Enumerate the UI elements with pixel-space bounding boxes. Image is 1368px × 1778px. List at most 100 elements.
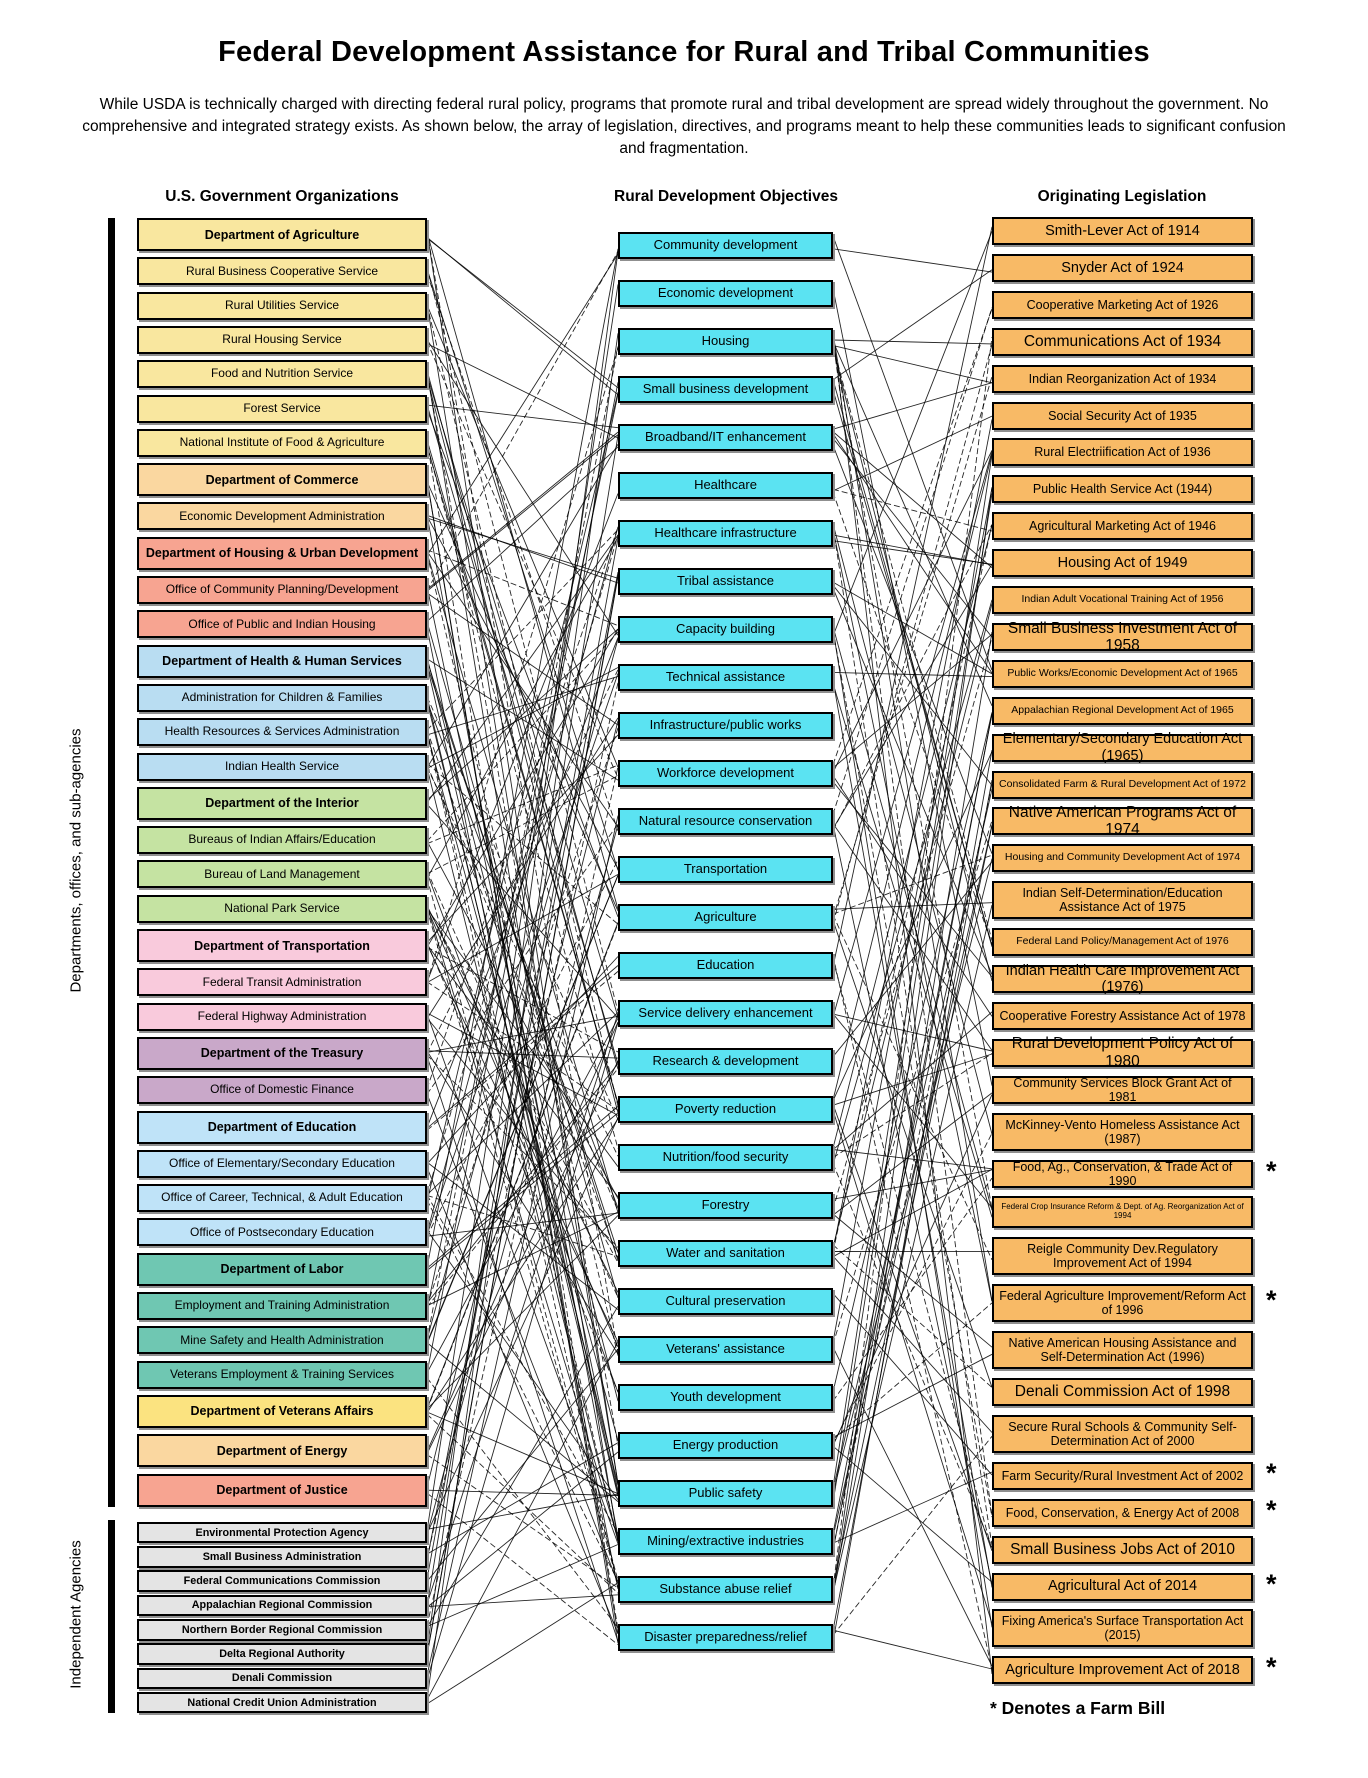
objective-box: Natural resource conservation	[618, 808, 833, 835]
org-box-indep: National Credit Union Administration	[137, 1691, 427, 1714]
org-box-sub: Mine Safety and Health Administration	[137, 1326, 427, 1355]
legislation-box: Housing and Community Development Act of…	[992, 844, 1253, 873]
page-subtitle: While USDA is technically charged with d…	[82, 96, 1286, 157]
org-box-dept: Department of Commerce	[137, 463, 427, 497]
org-box-sub: Federal Highway Administration	[137, 1002, 427, 1031]
objective-box: Agriculture	[618, 904, 833, 931]
legislation-box: Federal Land Policy/Management Act of 19…	[992, 928, 1253, 957]
legislation-box: Public Works/Economic Development Act of…	[992, 659, 1253, 688]
objective-box: Community development	[618, 232, 833, 259]
legislation-box: Farm Security/Rural Investment Act of 20…	[992, 1461, 1253, 1490]
legislation-box: Smith-Lever Act of 1914	[992, 217, 1253, 245]
farm-bill-asterisk: *	[1266, 1652, 1277, 1683]
org-box-dept: Department of the Treasury	[137, 1036, 427, 1070]
farm-bill-asterisk: *	[1266, 1285, 1277, 1316]
legislation-box: Rural Development Policy Act of 1980	[992, 1035, 1253, 1070]
objective-box: Service delivery enhancement	[618, 1000, 833, 1027]
org-box-sub: Office of Community Planning/Development	[137, 576, 427, 604]
org-box-sub: National Institute of Food & Agriculture	[137, 428, 427, 457]
legislation-box: Communications Act of 1934	[992, 327, 1253, 356]
org-box-sub: Health Resources & Services Administrati…	[137, 718, 427, 747]
farm-bill-asterisk: *	[1266, 1568, 1277, 1599]
org-box-sub: Food and Nutrition Service	[137, 360, 427, 389]
legislation-box: Federal Agriculture Improvement/Reform A…	[992, 1284, 1253, 1323]
legislation-box: Small Business Jobs Act of 2010	[992, 1535, 1253, 1564]
page-title: Federal Development Assistance for Rural…	[218, 36, 1150, 68]
org-box-indep: Environmental Protection Agency	[137, 1521, 427, 1544]
objective-box: Capacity building	[618, 616, 833, 643]
farm-bill-asterisk: *	[1266, 1457, 1277, 1488]
org-box-sub: Rural Housing Service	[137, 325, 427, 354]
objective-box: Poverty reduction	[618, 1096, 833, 1123]
org-box-dept: Department of Veterans Affairs	[137, 1394, 427, 1428]
objective-box: Infrastructure/public works	[618, 712, 833, 739]
org-box-sub: Indian Health Service	[137, 752, 427, 781]
org-box-indep: Northern Border Regional Commission	[137, 1619, 427, 1641]
org-box-dept: Department of Agriculture	[137, 218, 427, 251]
objective-box: Disaster preparedness/relief	[618, 1624, 833, 1651]
legislation-box: McKinney-Vento Homeless Assistance Act (…	[992, 1112, 1253, 1151]
departments-bracket-bar	[108, 218, 115, 1507]
org-box-dept: Department of Energy	[137, 1434, 427, 1468]
objective-box: Transportation	[618, 856, 833, 883]
objective-box: Small business development	[618, 376, 833, 403]
legislation-box: Native American Housing Assistance and S…	[992, 1331, 1253, 1370]
org-box-dept: Department of Justice	[137, 1473, 427, 1507]
legislation-box: Reigle Community Dev.Regulatory Improvem…	[992, 1237, 1253, 1276]
legislation-box: Food, Ag., Conservation, & Trade Act of …	[992, 1159, 1253, 1188]
objective-box: Research & development	[618, 1048, 833, 1075]
org-box-sub: Forest Service	[137, 394, 427, 423]
org-box-dept: Department of Education	[137, 1110, 427, 1144]
legislation-box: Community Services Block Grant Act of 19…	[992, 1075, 1253, 1104]
legislation-box: Agricultural Marketing Act of 1946	[992, 512, 1253, 541]
legislation-box: Small Business Investment Act of 1958	[992, 620, 1253, 654]
org-box-indep: Denali Commission	[137, 1667, 427, 1690]
legislation-box: Fixing America's Surface Transportation …	[992, 1609, 1253, 1648]
objective-box: Economic development	[618, 280, 833, 307]
org-box-indep: Federal Communications Commission	[137, 1570, 427, 1592]
org-box-sub: Office of Domestic Finance	[137, 1076, 427, 1105]
org-box-dept: Department of Health & Human Services	[137, 644, 427, 678]
org-box-dept: Department of Housing & Urban Developmen…	[137, 536, 427, 570]
farm-bill-asterisk: *	[1266, 1494, 1277, 1525]
org-box-dept: Department of Labor	[137, 1252, 427, 1286]
departments-side-label: Departments, offices, and sub-agencies	[67, 728, 85, 993]
objective-box: Forestry	[618, 1192, 833, 1219]
org-box-sub: Administration for Children & Families	[137, 683, 427, 712]
legislation-box: Cooperative Marketing Act of 1926	[992, 290, 1253, 319]
org-box-sub: Rural Business Cooperative Service	[137, 257, 427, 286]
legislation-box: Food, Conservation, & Energy Act of 2008	[992, 1498, 1253, 1527]
legislation-box: Housing Act of 1949	[992, 549, 1253, 578]
legislation-box: Appalachian Regional Development Act of …	[992, 696, 1253, 725]
org-box-sub: Office of Elementary/Secondary Education	[137, 1149, 427, 1178]
objective-box: Youth development	[618, 1384, 833, 1411]
objective-box: Healthcare infrastructure	[618, 520, 833, 547]
legislation-box: Public Health Service Act (1944)	[992, 475, 1253, 504]
farm-bill-asterisk: *	[1266, 1155, 1277, 1186]
legislation-box: Indian Self-Determination/Education Assi…	[992, 881, 1253, 920]
objective-box: Veterans' assistance	[618, 1336, 833, 1363]
org-box-indep: Appalachian Regional Commission	[137, 1594, 427, 1617]
org-box-sub: Rural Utilities Service	[137, 291, 427, 320]
legislation-box: Agriculture Improvement Act of 2018	[992, 1656, 1253, 1685]
legislation-box: Secure Rural Schools & Community Self-De…	[992, 1414, 1253, 1453]
org-box-dept: Department of Transportation	[137, 929, 427, 962]
objective-box: Workforce development	[618, 760, 833, 787]
objective-box: Technical assistance	[618, 664, 833, 691]
org-box-sub: Veterans Employment & Training Services	[137, 1360, 427, 1389]
farm-bill-footnote: * Denotes a Farm Bill	[990, 1698, 1166, 1718]
legislation-box: Indian Adult Vocational Training Act of …	[992, 586, 1253, 614]
objective-box: Education	[618, 952, 833, 979]
objective-box: Substance abuse relief	[618, 1576, 833, 1603]
legislation-box: Elementary/Secondary Education Act (1965…	[992, 731, 1253, 764]
objective-box: Tribal assistance	[618, 568, 833, 595]
org-box-indep: Delta Regional Authority	[137, 1643, 427, 1665]
column-header-organizations: U.S. Government Organizations	[165, 188, 399, 205]
legislation-box: Indian Reorganization Act of 1934	[992, 364, 1253, 393]
objective-box: Housing	[618, 328, 833, 355]
column-header-legislation: Originating Legislation	[1037, 188, 1207, 205]
org-box-sub: Bureau of Land Management	[137, 860, 427, 889]
objective-box: Energy production	[618, 1432, 833, 1459]
